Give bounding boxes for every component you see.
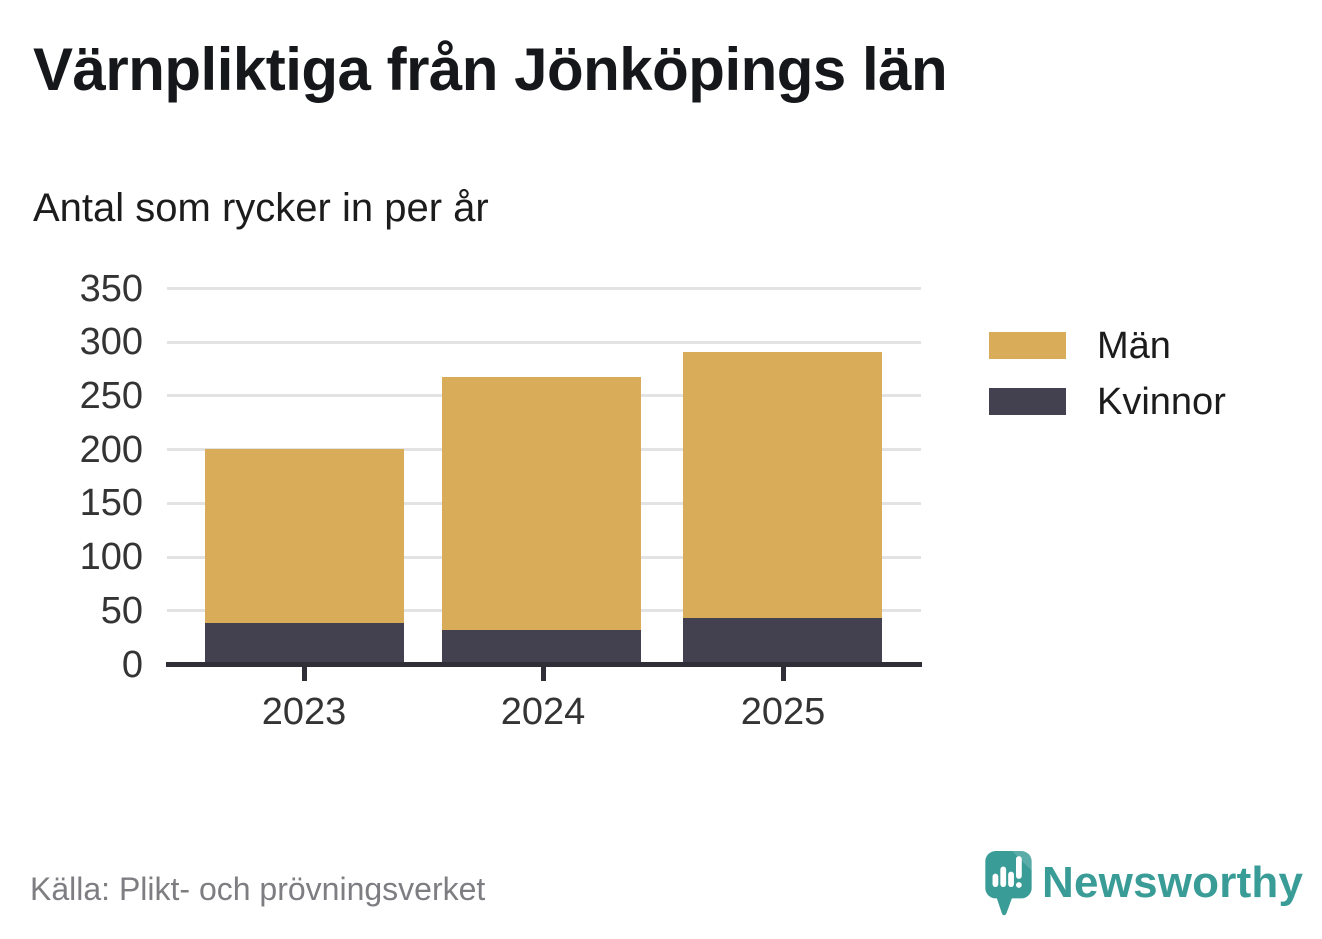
x-axis-tick-2024 — [540, 667, 546, 681]
y-axis-label-150: 150 — [79, 482, 143, 525]
y-axis-label-250: 250 — [79, 374, 143, 417]
chart-subtitle: Antal som rycker in per år — [33, 186, 489, 230]
source-note: Källa: Plikt- och prövningsverket — [30, 871, 486, 907]
legend-swatch-män — [989, 332, 1066, 359]
legend-label-kvinnor: Kvinnor — [1097, 381, 1226, 423]
bar-segment-kvinnor-2023 — [205, 622, 404, 665]
newsworthy-logo-icon — [985, 851, 1032, 916]
gridline-300 — [167, 340, 921, 344]
bar-segment-kvinnor-2024 — [442, 630, 641, 665]
x-axis-label-2024: 2024 — [500, 691, 586, 733]
bar-segment-män-2023 — [205, 448, 404, 623]
gridline-350 — [167, 287, 921, 290]
bar-segment-män-2025 — [683, 351, 882, 619]
y-axis-label-300: 300 — [79, 321, 143, 364]
x-axis-line — [166, 662, 922, 667]
bar-segment-män-2024 — [442, 376, 641, 631]
legend-swatch-kvinnor — [989, 388, 1066, 415]
brand: Newsworthy — [984, 850, 1304, 925]
chart-title: Värnpliktiga från Jönköpings län — [33, 36, 948, 103]
x-axis-label-2023: 2023 — [261, 691, 347, 733]
x-axis-tick-2025 — [780, 667, 786, 681]
bar-segment-kvinnor-2025 — [683, 618, 882, 665]
y-axis-label-100: 100 — [79, 536, 143, 579]
y-axis-label-200: 200 — [79, 428, 143, 471]
legend-label-män: Män — [1097, 325, 1171, 367]
y-axis-label-350: 350 — [79, 267, 143, 310]
x-axis-tick-2023 — [301, 667, 307, 681]
y-axis-label-50: 50 — [100, 589, 143, 632]
y-axis-label-0: 0 — [121, 643, 143, 686]
x-axis-label-2025: 2025 — [740, 691, 826, 733]
brand-name: Newsworthy — [1042, 858, 1304, 907]
